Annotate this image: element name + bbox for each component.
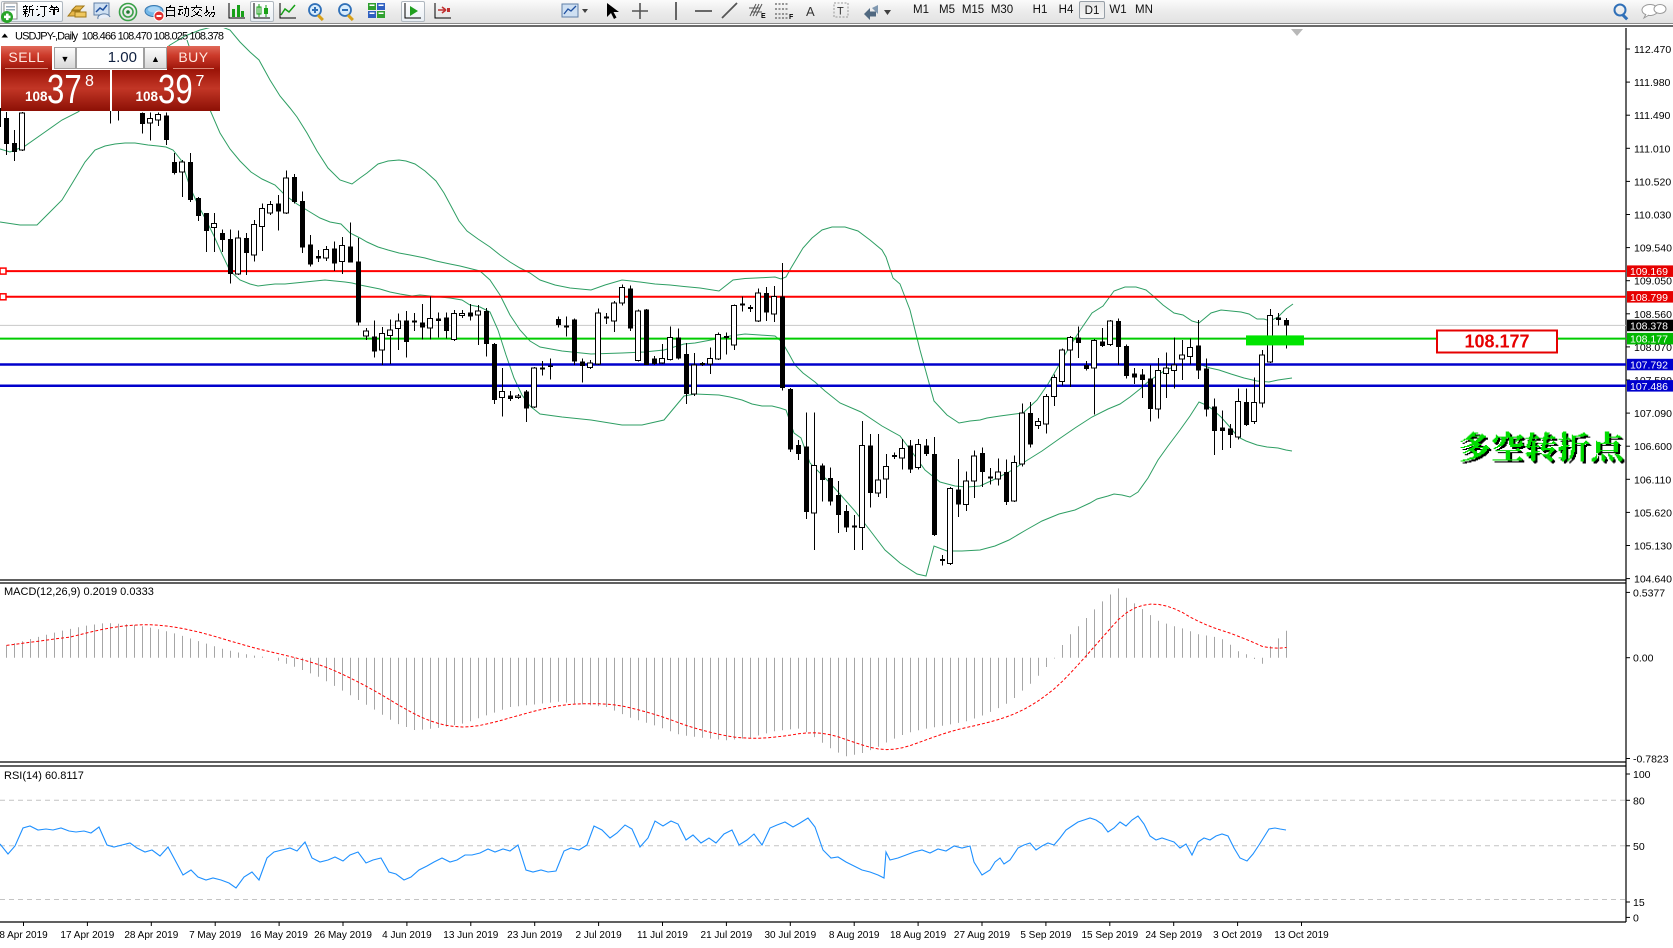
svg-text:108.560: 108.560 <box>1634 309 1672 321</box>
svg-text:17 Apr 2019: 17 Apr 2019 <box>60 930 114 941</box>
svg-text:105.130: 105.130 <box>1634 541 1672 553</box>
svg-text:0: 0 <box>1633 912 1639 924</box>
svg-text:110.030: 110.030 <box>1634 210 1671 222</box>
svg-text:28 Apr 2019: 28 Apr 2019 <box>124 930 178 941</box>
svg-text:5 Sep 2019: 5 Sep 2019 <box>1020 930 1072 941</box>
svg-text:4 Jun 2019: 4 Jun 2019 <box>382 930 432 941</box>
svg-text:27 Aug 2019: 27 Aug 2019 <box>954 930 1011 941</box>
svg-text:105.620: 105.620 <box>1634 507 1672 519</box>
svg-text:2 Jul 2019: 2 Jul 2019 <box>576 930 623 941</box>
svg-text:23 Jun 2019: 23 Jun 2019 <box>507 930 562 941</box>
svg-text:108.378: 108.378 <box>1630 320 1668 332</box>
svg-text:15 Sep 2019: 15 Sep 2019 <box>1081 930 1138 941</box>
svg-text:18 Aug 2019: 18 Aug 2019 <box>890 930 947 941</box>
svg-text:11 Jul 2019: 11 Jul 2019 <box>637 930 688 941</box>
svg-text:108.177: 108.177 <box>1464 332 1529 352</box>
svg-text:16 May 2019: 16 May 2019 <box>250 930 308 941</box>
svg-text:0.00: 0.00 <box>1633 653 1654 665</box>
svg-text:8 Aug 2019: 8 Aug 2019 <box>829 930 880 941</box>
svg-text:A: A <box>806 4 815 19</box>
svg-text:112.470: 112.470 <box>1634 44 1671 56</box>
svg-text:7 May 2019: 7 May 2019 <box>189 930 242 941</box>
svg-text:108.070: 108.070 <box>1634 342 1672 354</box>
svg-text:111.010: 111.010 <box>1634 143 1671 155</box>
svg-text:100: 100 <box>1633 769 1651 781</box>
svg-text:24 Sep 2019: 24 Sep 2019 <box>1145 930 1202 941</box>
svg-text:108.799: 108.799 <box>1630 292 1668 304</box>
svg-text:15: 15 <box>1633 897 1645 909</box>
svg-text:13 Jun 2019: 13 Jun 2019 <box>443 930 498 941</box>
svg-text:50: 50 <box>1633 841 1645 853</box>
svg-text:107.486: 107.486 <box>1630 381 1668 393</box>
svg-text:E: E <box>761 13 766 20</box>
svg-text:T: T <box>837 6 844 18</box>
svg-text:106.600: 106.600 <box>1634 441 1672 453</box>
svg-text:107.090: 107.090 <box>1634 408 1672 420</box>
svg-text:111.980: 111.980 <box>1634 77 1671 89</box>
svg-text:0.5377: 0.5377 <box>1633 587 1665 599</box>
svg-text:80: 80 <box>1633 795 1645 807</box>
svg-text:109.169: 109.169 <box>1630 266 1668 278</box>
svg-text:110.520: 110.520 <box>1634 176 1671 188</box>
svg-text:8 Apr 2019: 8 Apr 2019 <box>0 930 48 941</box>
svg-text:F: F <box>789 14 794 21</box>
svg-text:111.490: 111.490 <box>1634 110 1671 122</box>
svg-text:107.792: 107.792 <box>1630 360 1668 372</box>
svg-text:13 Oct 2019: 13 Oct 2019 <box>1274 930 1329 941</box>
svg-text:RSI(14) 60.8117: RSI(14) 60.8117 <box>4 770 84 782</box>
svg-text:USDJPY-,Daily 108.466 108.470: USDJPY-,Daily 108.466 108.470 108.025 10… <box>15 31 224 43</box>
svg-text:MACD(12,26,9) 0.2019 0.0333: MACD(12,26,9) 0.2019 0.0333 <box>4 586 154 598</box>
svg-text:104.640: 104.640 <box>1634 574 1672 586</box>
svg-text:106.110: 106.110 <box>1634 474 1671 486</box>
svg-text:21 Jul 2019: 21 Jul 2019 <box>701 930 753 941</box>
svg-text:30 Jul 2019: 30 Jul 2019 <box>764 930 816 941</box>
svg-text:109.540: 109.540 <box>1634 243 1672 255</box>
svg-text:108.177: 108.177 <box>1630 334 1668 346</box>
svg-text:109.050: 109.050 <box>1634 276 1672 288</box>
svg-text:26 May 2019: 26 May 2019 <box>314 930 372 941</box>
svg-text:-0.7823: -0.7823 <box>1633 754 1669 766</box>
svg-text:3 Oct 2019: 3 Oct 2019 <box>1213 930 1262 941</box>
